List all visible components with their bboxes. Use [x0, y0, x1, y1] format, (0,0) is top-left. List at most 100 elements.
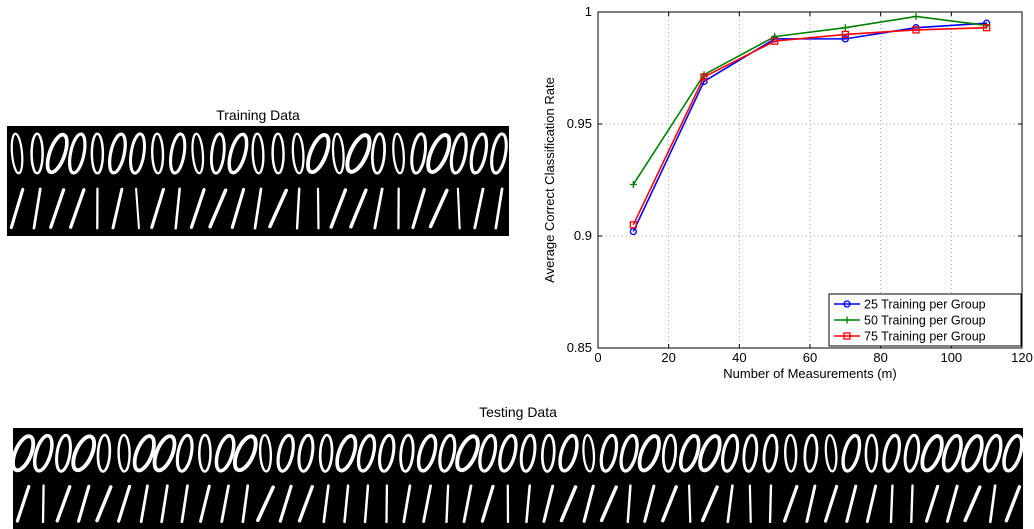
legend-item: 25 Training per Group [834, 298, 986, 312]
test-digit-one [77, 484, 91, 523]
test-digit-zero [882, 433, 902, 473]
test-digit-zero [982, 433, 1003, 473]
train-digit-one [253, 187, 263, 230]
test-digit-one [726, 484, 734, 524]
train-digit-one [428, 188, 449, 229]
test-digit-zero [13, 434, 36, 473]
test-digit-one [1004, 485, 1022, 523]
series-3-point [629, 221, 637, 229]
test-digit-one [220, 484, 230, 524]
test-digit-zero [824, 433, 838, 473]
test-digit-one [180, 484, 189, 524]
test-digit-one [688, 484, 692, 524]
test-digit-zero [438, 433, 457, 473]
test-digit-zero [117, 433, 131, 473]
series-2-point [629, 180, 637, 188]
train-digit-one [150, 187, 165, 230]
train-digit-zero [271, 132, 285, 175]
axis-ticks: 0 20 40 60 80 100 120 0.85 0.9 0.95 1 [567, 4, 1033, 365]
test-digit-zero [276, 433, 295, 473]
train-digit-zero [90, 132, 105, 175]
series-3-point [841, 30, 849, 39]
test-digit-one [889, 484, 894, 524]
series-3-point [983, 24, 991, 32]
series-2-point [841, 24, 849, 32]
test-digit-one [823, 484, 839, 523]
test-digit-zero [152, 434, 177, 473]
y-tick-label: 1 [585, 4, 592, 19]
test-digit-one [542, 484, 555, 523]
legend-item: 75 Training per Group [834, 330, 986, 344]
test-digit-one [343, 484, 350, 524]
series-1-point [841, 35, 849, 43]
test-digit-one [924, 484, 940, 523]
test-digit-one [626, 484, 632, 524]
test-digit-one [117, 484, 132, 523]
series-1-line [632, 22, 987, 232]
train-digit-zero [490, 132, 508, 175]
train-digit-zero [331, 132, 345, 175]
series-2 [629, 12, 991, 188]
train-digit-zero [371, 132, 386, 175]
series-1-point [629, 227, 637, 236]
test-digit-zero [920, 434, 944, 473]
train-digit-zero [426, 133, 452, 174]
test-digit-zero [864, 433, 879, 473]
train-digit-one [9, 187, 25, 230]
test-digit-zero [214, 433, 236, 473]
test-digit-one [748, 484, 752, 524]
test-digit-zero [498, 433, 518, 473]
chart-grid [598, 12, 1022, 348]
train-digit-one [295, 187, 301, 230]
legend-marker [843, 332, 851, 340]
test-digit-one [422, 484, 433, 524]
test-digit-one [559, 485, 578, 523]
train-digit-one [456, 187, 461, 230]
train-digit-zero [191, 132, 205, 175]
test-digit-zero [903, 433, 921, 473]
test-digit-zero [637, 434, 661, 473]
test-digit-one [15, 484, 31, 523]
test-digit-one [445, 484, 450, 524]
train-digit-one [174, 187, 181, 230]
test-digit-zero [416, 433, 438, 473]
test-digit-zero [841, 433, 862, 473]
test-digit-one [700, 485, 719, 523]
chart-series [629, 12, 991, 236]
test-digit-zero [941, 433, 963, 473]
x-tick-label: 20 [661, 350, 675, 365]
test-digit-one [599, 485, 618, 523]
test-digit-zero [478, 433, 498, 473]
train-digit-zero [392, 132, 405, 175]
train-digit-one [111, 187, 124, 230]
train-digit-one [49, 188, 66, 229]
train-digit-zero [67, 132, 87, 175]
test-digit-zero [784, 433, 798, 473]
test-digit-zero [1002, 434, 1023, 473]
test-digit-one [241, 484, 250, 524]
train-digit-one [268, 188, 288, 229]
test-digit-zero [720, 433, 740, 473]
training-data-title: Training Data [216, 107, 300, 123]
series-2-point [912, 12, 920, 20]
train-digit-zero [306, 132, 331, 175]
x-tick-label: 40 [732, 350, 746, 365]
test-digit-zero [132, 434, 156, 473]
test-digit-one [865, 484, 878, 523]
train-digit-zero [469, 132, 489, 175]
test-digit-zero [558, 433, 579, 473]
series-3-point [912, 26, 920, 34]
test-digit-one [845, 484, 858, 523]
test-digit-zero [742, 433, 759, 473]
series-3 [629, 24, 991, 229]
train-digit-one [473, 187, 485, 230]
test-digit-zero [258, 433, 273, 473]
test-digit-zero [582, 433, 596, 473]
test-digit-one [160, 484, 169, 524]
test-digit-zero [71, 434, 97, 473]
test-digit-one [402, 484, 412, 524]
test-digit-one [661, 485, 678, 523]
test-digit-one [278, 484, 293, 523]
testing-data-image [13, 428, 1023, 529]
test-digit-zero [961, 434, 984, 473]
